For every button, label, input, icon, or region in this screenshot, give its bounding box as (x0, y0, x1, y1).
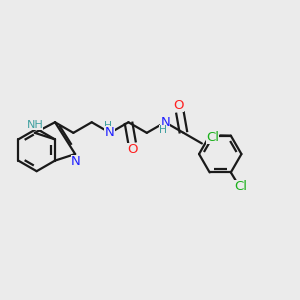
Text: Cl: Cl (234, 180, 247, 193)
Text: N: N (105, 126, 115, 139)
Text: NH: NH (26, 120, 43, 130)
Text: H: H (104, 121, 112, 131)
Text: O: O (173, 99, 184, 112)
Text: N: N (160, 116, 170, 129)
Text: Cl: Cl (206, 131, 219, 144)
Text: H: H (159, 124, 167, 135)
Text: N: N (71, 155, 81, 168)
Text: O: O (128, 143, 138, 156)
